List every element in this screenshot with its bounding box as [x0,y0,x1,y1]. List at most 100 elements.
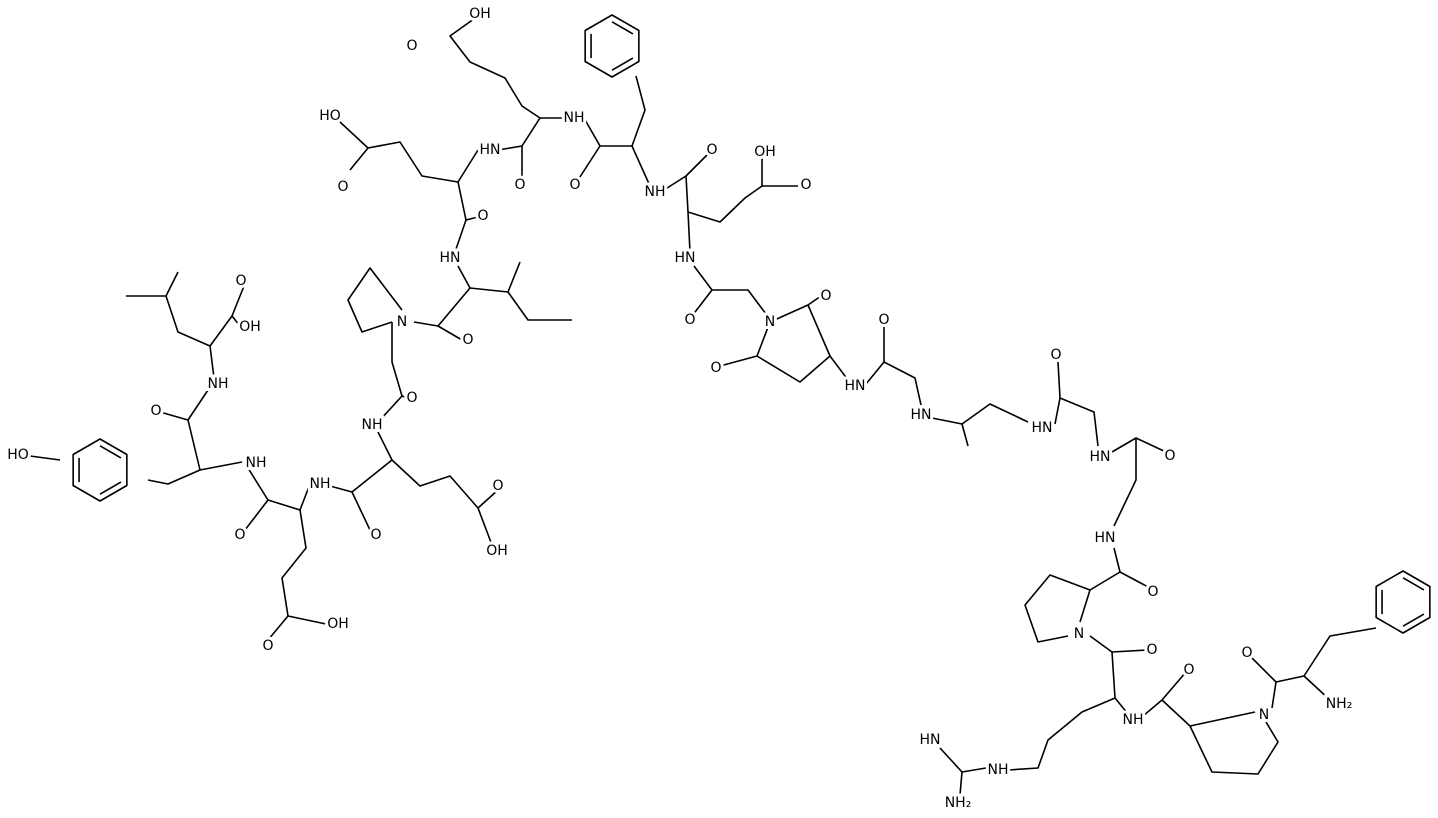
bond [756,304,831,383]
atom-label: O [1183,662,1194,678]
atom-label: O [710,360,721,376]
bond [29,455,61,461]
atom-label: HO [319,108,341,124]
bond [865,326,885,385]
bond [1113,438,1137,527]
bond [1054,361,1061,425]
double-bond [611,21,634,35]
bond [1089,635,1149,653]
bond [1079,571,1121,623]
bond [437,325,463,341]
atom-label: HN [920,732,941,748]
bond [685,175,798,223]
atom-label: HN [911,407,932,423]
bond [329,485,353,493]
atom-label: HN [1095,530,1116,546]
atom-label: NH [1123,712,1144,728]
bond [454,219,467,253]
bond [1303,627,1377,677]
atom-label: OH [327,616,349,632]
atom-label: O [406,390,417,406]
bond [1275,675,1331,701]
atom-label: O [1050,347,1061,363]
atom-label: O [514,177,525,193]
bond [339,121,369,149]
bond [631,145,651,187]
bond [577,117,601,181]
atom-label: O [706,142,717,158]
bond [687,211,691,253]
double-bond [1402,613,1425,627]
bond [231,315,241,327]
double-bond [1402,577,1425,591]
bond [712,289,767,315]
atom-label: HN [675,250,696,266]
atom-label: O [1241,645,1252,661]
bond [691,265,713,317]
atom-label: NH [208,376,229,392]
atom-label: O [800,177,811,193]
bond [1249,655,1277,709]
atom-label: NH [310,476,331,492]
atom-label: O [234,527,245,543]
bond [1161,699,1279,775]
atom-label: O [150,403,161,419]
atom-label: OH [754,144,776,160]
bond [209,285,245,379]
bond [600,75,646,147]
bond [244,483,311,531]
atom-label: HN [1090,449,1111,465]
bond [939,747,987,773]
atom-label: N [397,314,407,330]
bond [351,459,393,531]
bond [1111,651,1129,715]
atom-label: NH₂ [1326,696,1353,712]
bond [457,149,479,183]
bond [507,291,572,321]
atom-label: N [1074,626,1084,642]
bond [807,293,825,306]
atom-label: HO [7,447,29,463]
bond [187,389,209,421]
atom-label: HN [1032,420,1053,436]
bond [147,469,201,485]
bond [1189,711,1256,727]
atom-label: O [878,312,889,328]
bond [719,355,758,367]
bond [126,295,211,347]
atom-label: O [477,208,488,224]
atom-label: NH [362,417,383,433]
bond [931,417,969,447]
atom-label: O [1146,642,1157,658]
bond [165,271,179,297]
atom-label: OH [486,543,508,559]
bond [961,403,1029,425]
bond [1113,547,1151,589]
atom-label: O [492,478,503,494]
atom-label: O [462,332,473,348]
atom-label: NH [645,184,666,200]
bond [477,507,493,546]
bond [1059,397,1099,447]
atom-label: O [235,273,246,289]
double-bond [99,481,122,495]
atom-label: HN [845,378,866,394]
atom-label: OH [469,6,491,22]
atom-label: O [1147,584,1158,600]
atom-label: O [684,312,695,328]
bond [883,361,922,406]
bond [829,355,849,381]
atom-label: O [337,179,348,195]
aromatic-ring [72,438,128,502]
bond [287,615,327,625]
aromatic-ring [1375,570,1431,634]
bond [159,411,243,471]
bond [377,431,499,509]
bond [379,322,403,421]
bond [469,261,521,293]
atom-label: N [1259,707,1269,723]
atom-label: OH [239,319,261,335]
atom-label: NH [988,762,1009,778]
